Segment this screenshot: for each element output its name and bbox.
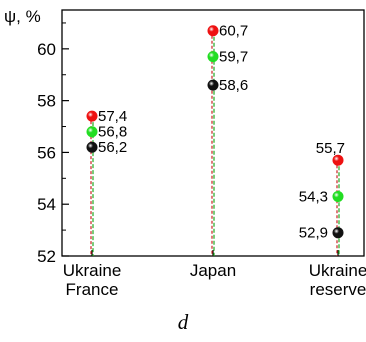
x-tick-label: Ukraine (309, 261, 366, 280)
data-point (332, 227, 344, 239)
data-label: 58,6 (219, 77, 248, 94)
data-point (207, 25, 219, 37)
data-point (332, 190, 344, 202)
data-label: 52,9 (299, 225, 328, 242)
y-tick-label: 54 (37, 195, 56, 214)
y-tick-label: 58 (37, 92, 56, 111)
y-tick-label: 52 (37, 247, 56, 266)
x-tick-label: reserve (310, 280, 366, 299)
data-point (207, 79, 219, 91)
data-label: 56,2 (98, 139, 127, 156)
y-tick-label: 56 (37, 143, 56, 162)
data-label: 60,7 (219, 23, 248, 40)
data-point (86, 110, 98, 122)
data-label: 55,7 (316, 140, 345, 157)
data-point (332, 154, 344, 166)
y-tick-label: 60 (37, 40, 56, 59)
data-label: 57,4 (98, 108, 127, 125)
y-axis-label: ψ, % (4, 7, 41, 26)
data-point (207, 51, 219, 63)
data-label: 56,8 (98, 124, 127, 141)
data-point (86, 141, 98, 153)
figure-caption: d (177, 310, 189, 334)
x-tick-label: Japan (190, 261, 236, 280)
data-point (86, 126, 98, 138)
x-tick-label: France (66, 280, 119, 299)
data-label: 59,7 (219, 49, 248, 66)
x-tick-label: Ukraine (63, 261, 122, 280)
data-label: 54,3 (299, 188, 328, 205)
